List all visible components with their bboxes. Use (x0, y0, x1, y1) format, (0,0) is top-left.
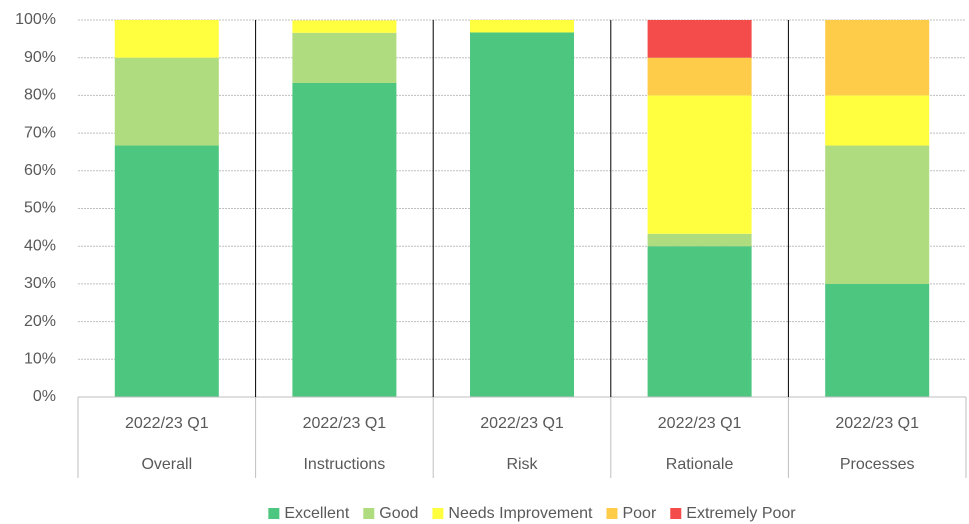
bar-segment (292, 82, 397, 398)
y-tick-label: 40% (24, 237, 56, 254)
bar-segment (647, 95, 752, 234)
bar-segment (825, 20, 930, 96)
legend-label: Good (379, 505, 418, 522)
y-tick-label: 50% (24, 200, 56, 217)
legend-swatch (268, 508, 280, 519)
y-tick-label: 100% (15, 11, 56, 28)
legend-item: Needs Improvement (432, 505, 593, 522)
bar-segment (114, 145, 219, 397)
bar-segment (114, 20, 219, 58)
x-group-label: Rationale (666, 456, 734, 473)
y-tick-label: 10% (24, 351, 56, 368)
bar-segment (647, 246, 752, 397)
legend-item: Extremely Poor (670, 505, 796, 522)
y-tick-label: 20% (24, 313, 56, 330)
legend-swatch (432, 508, 444, 519)
x-tick-label: 2022/23 Q1 (303, 415, 387, 432)
x-tick-label: 2022/23 Q1 (125, 415, 209, 432)
legend-swatch (606, 508, 618, 519)
x-group-label: Instructions (303, 456, 385, 473)
x-tick-label: 2022/23 Q1 (480, 415, 564, 432)
legend-item: Poor (606, 505, 657, 522)
y-tick-label: 0% (33, 388, 56, 405)
bar-segment (647, 57, 752, 96)
bar-segment (825, 283, 930, 397)
y-tick-label: 60% (24, 162, 56, 179)
bar-segment (825, 95, 930, 146)
y-tick-label: 70% (24, 124, 56, 141)
bar-segment (470, 20, 574, 33)
x-group-label: Processes (840, 456, 915, 473)
legend-item: Good (363, 505, 418, 522)
bar-segment (114, 57, 219, 146)
y-tick-label: 80% (24, 87, 56, 104)
legend-label: Poor (622, 505, 656, 522)
bar-segment (292, 32, 397, 83)
legend-label: Extremely Poor (686, 505, 796, 522)
bar-segment (825, 145, 930, 284)
bar-segment (647, 233, 752, 247)
legend-item: Excellent (268, 505, 350, 522)
bar-segment (292, 20, 397, 33)
y-tick-label: 90% (24, 49, 56, 66)
legend-label: Needs Improvement (448, 505, 593, 522)
bar-segment (470, 32, 574, 397)
legend-label: Excellent (284, 505, 349, 522)
x-tick-label: 2022/23 Q1 (835, 415, 919, 432)
y-tick-label: 30% (24, 275, 56, 292)
x-group-label: Overall (141, 456, 192, 473)
legend-swatch (363, 508, 375, 519)
legend-swatch (670, 508, 682, 519)
x-group-label: Risk (506, 456, 538, 473)
bar-segment (647, 20, 752, 58)
x-tick-label: 2022/23 Q1 (658, 415, 742, 432)
